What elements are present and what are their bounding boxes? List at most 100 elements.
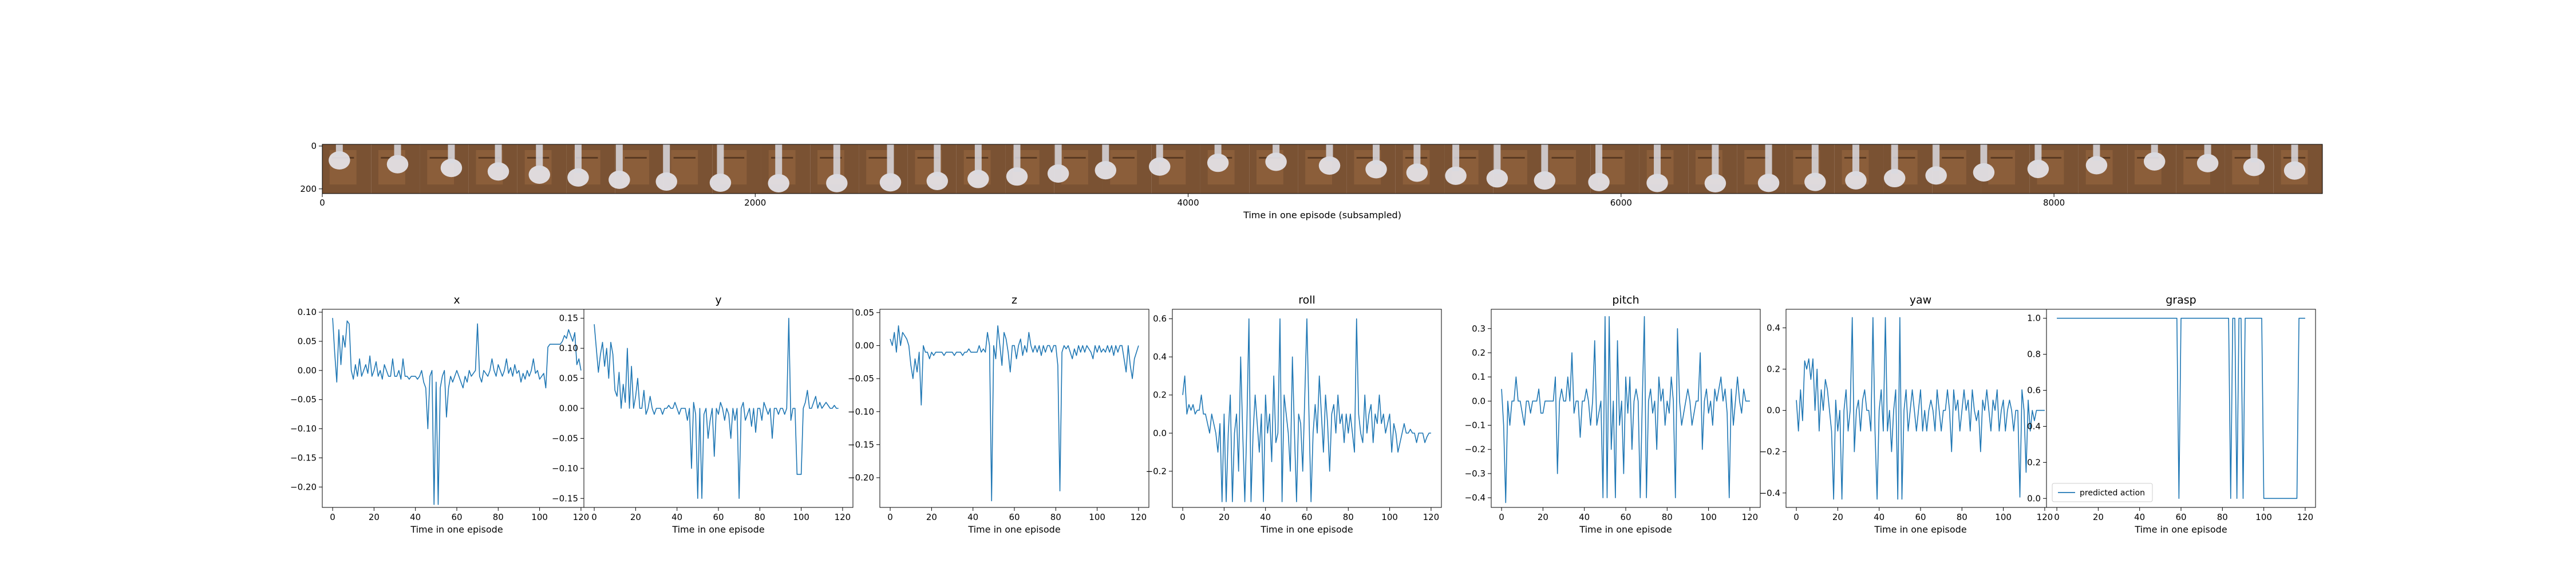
chart-grasp: grasp 0 20 40 60 80 100 120 1.0 0.8 0.6 0.4 0.2 0.0 Ti… (2027, 294, 2316, 535)
y-tick-label: −0.15 (848, 439, 874, 450)
x-tick-label: 20 (926, 512, 937, 522)
x-tick-label: 20 (630, 512, 641, 522)
x-tick-label: 60 (1009, 512, 1020, 522)
y-tick-label: 0.4 (2027, 421, 2041, 431)
y-tick-label: 0.0 (1767, 405, 1780, 416)
y-tick-label: −0.4 (1465, 493, 1485, 503)
y-tick-label: 0.2 (1153, 390, 1167, 400)
x-axis-label: Time in one episode (967, 524, 1060, 535)
filmstrip-xlabel: Time in one episode (subsampled) (1243, 210, 1401, 220)
film-frame (2273, 144, 2322, 194)
filmstrip-x-tick-label: 4000 (1177, 198, 1199, 208)
x-tick-label: 80 (1343, 512, 1354, 522)
film-frame (1973, 144, 2030, 194)
y-tick-label: −0.20 (290, 482, 317, 492)
film-frame (907, 144, 957, 194)
film-frame (1298, 144, 1347, 194)
legend: predicted action (2052, 483, 2153, 502)
y-tick-label: −0.2 (1465, 444, 1485, 455)
x-tick-label: 80 (1662, 512, 1673, 522)
film-frame (859, 144, 908, 194)
x-tick-label: 60 (451, 512, 462, 522)
filmstrip-y-tick-label: 200 (300, 184, 317, 194)
film-frame (761, 144, 811, 194)
x-axis-label: Time in one episode (1579, 524, 1672, 535)
x-tick-label: 100 (1995, 512, 2012, 522)
y-tick-label: −0.05 (552, 433, 578, 443)
film-frame (709, 144, 761, 194)
film-frame (609, 144, 664, 194)
film-frame (1095, 144, 1152, 194)
film-frame (1346, 144, 1396, 194)
filmstrip-frames (322, 144, 2322, 194)
film-frame (956, 144, 1006, 194)
plot-area (322, 309, 591, 507)
x-tick-label: 0 (1499, 512, 1504, 522)
film-frame (1883, 144, 1933, 194)
film-frame (566, 144, 615, 194)
y-tick-label: −0.10 (552, 463, 578, 474)
series-line-x (332, 318, 582, 505)
series-line-yaw (1796, 317, 2045, 500)
series-line-roll (1182, 318, 1431, 502)
x-tick-label: 100 (1700, 512, 1717, 522)
chart-roll: roll 0 20 40 60 80 100 120 0.6 0.4 0.2 0.0 −0.2 Time … (1146, 294, 1442, 535)
y-tick-label: 0.2 (2027, 457, 2041, 467)
chart-title: y (715, 294, 721, 306)
chart-title: grasp (2166, 294, 2196, 306)
x-tick-label: 100 (531, 512, 548, 522)
plot-area (584, 309, 853, 507)
x-tick-label: 40 (671, 512, 682, 522)
x-tick-label: 40 (967, 512, 978, 522)
y-tick-label: 0.05 (298, 336, 317, 346)
x-tick-label: 20 (1832, 512, 1843, 522)
film-frame (1737, 144, 1786, 194)
film-frame (1249, 144, 1298, 194)
filmstrip-x-tick-label: 0 (319, 198, 325, 208)
x-tick-label: 40 (1874, 512, 1884, 522)
x-tick-label: 20 (1538, 512, 1548, 522)
x-tick-label: 0 (887, 512, 893, 522)
y-tick-label: 0.0 (1153, 428, 1167, 438)
film-frame (420, 144, 469, 194)
x-axis-label: Time in one episode (1874, 524, 1966, 535)
legend-box (2052, 483, 2153, 502)
x-tick-label: 120 (1742, 512, 1759, 522)
x-tick-label: 80 (754, 512, 765, 522)
y-tick-label: 0.2 (1472, 348, 1485, 358)
film-frame (1834, 144, 1884, 194)
y-tick-label: −0.1 (1465, 420, 1485, 431)
x-tick-label: 100 (1089, 512, 1105, 522)
y-tick-label: 0.4 (1767, 322, 1780, 333)
film-frame (1444, 144, 1494, 194)
x-tick-label: 100 (793, 512, 809, 522)
series-line-z (890, 325, 1139, 502)
y-tick-label: −0.4 (1760, 488, 1780, 498)
x-tick-label: 40 (410, 512, 421, 522)
x-tick-label: 0 (591, 512, 597, 522)
y-tick-label: −0.10 (290, 424, 317, 434)
film-frame (1785, 144, 1835, 194)
filmstrip-x-tick-label: 8000 (2043, 198, 2065, 208)
x-tick-label: 100 (2255, 512, 2272, 522)
x-tick-label: 0 (1180, 512, 1186, 522)
plot-area (1172, 309, 1441, 507)
chart-title: yaw (1910, 294, 1931, 306)
y-tick-label: 0.15 (559, 313, 578, 324)
x-tick-label: 0 (330, 512, 335, 522)
chart-title: z (1012, 294, 1017, 306)
film-frame (810, 144, 859, 194)
chart-title: pitch (1612, 294, 1639, 306)
film-frame (2078, 144, 2128, 194)
y-tick-label: 0.00 (855, 340, 874, 350)
y-tick-label: −0.15 (290, 453, 317, 463)
film-frame (1395, 144, 1445, 194)
x-tick-label: 40 (2134, 512, 2145, 522)
film-frame (655, 144, 713, 194)
x-tick-label: 80 (1957, 512, 1967, 522)
y-tick-label: 0.6 (1153, 314, 1167, 324)
filmstrip-x-tick-label: 6000 (1610, 198, 1632, 208)
x-tick-label: 80 (1050, 512, 1061, 522)
film-frame (371, 144, 420, 194)
x-tick-label: 120 (1423, 512, 1440, 522)
